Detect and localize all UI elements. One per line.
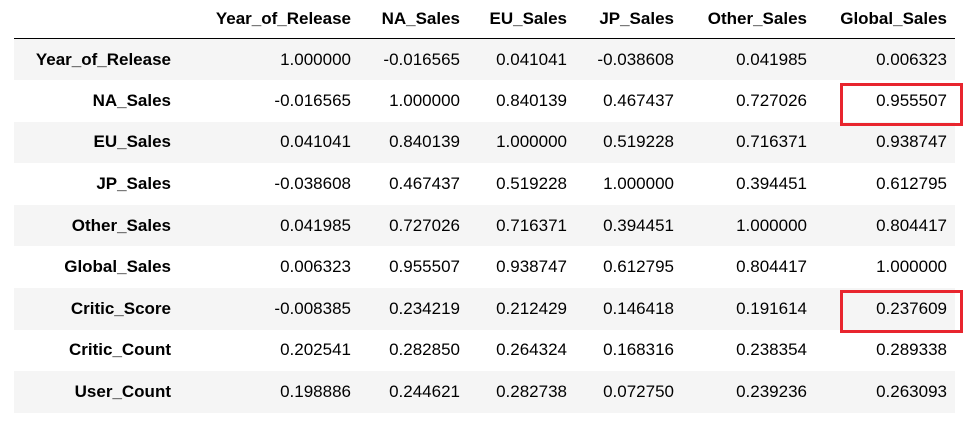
row-label: Critic_Score [70,298,171,318]
table-cell: 0.519228 [603,132,674,152]
table-cell: 0.727026 [736,90,807,110]
table-row: User_Count 0.198886 0.244621 0.282738 0.… [14,371,955,413]
table-cell: -0.016565 [383,49,460,69]
table-cell: 0.955507 [389,257,460,277]
correlation-table: Year_of_Release NA_Sales EU_Sales JP_Sal… [14,0,955,413]
table-row: JP_Sales -0.038608 0.467437 0.519228 1.0… [14,163,955,205]
table-row: Global_Sales 0.006323 0.955507 0.938747 … [14,246,955,289]
table-cell: 0.394451 [736,174,807,194]
table-cell: 0.282738 [496,382,567,402]
table-cell: 0.840139 [389,132,460,152]
table-cell: 0.467437 [389,174,460,194]
table-cell: 0.238354 [736,340,807,360]
table-cell: 1.000000 [280,49,351,69]
table-cell: 0.804417 [876,215,947,235]
table-cell: 0.212429 [496,298,567,318]
table-cell: 0.840139 [496,90,567,110]
table-cell: -0.008385 [274,298,351,318]
table-cell: 0.041985 [736,49,807,69]
table-cell: 0.006323 [876,49,947,69]
table-cell: 0.938747 [496,257,567,277]
row-label: EU_Sales [93,132,172,152]
table-cell: 0.041041 [496,49,567,69]
table-cell: 0.041985 [280,215,351,235]
row-label: JP_Sales [96,174,171,194]
row-label: Other_Sales [71,215,171,235]
table-cell: 0.727026 [389,215,460,235]
table-cell: 1.000000 [603,174,674,194]
table-cell: 1.000000 [736,215,807,235]
column-header: JP_Sales [575,0,682,39]
table-cell: 0.716371 [736,132,807,152]
table-cell: 0.955507 [876,90,947,110]
table-cell: 0.239236 [736,382,807,402]
row-label: Critic_Count [69,340,171,360]
table-cell: 0.804417 [736,257,807,277]
index-header [14,0,179,39]
table-cell: 0.394451 [603,215,674,235]
table-cell: 0.612795 [876,174,947,194]
column-header: EU_Sales [468,0,575,39]
table-cell: 0.612795 [603,257,674,277]
table-cell: 0.716371 [496,215,567,235]
table-row: Critic_Count 0.202541 0.282850 0.264324 … [14,329,955,372]
row-label: Global_Sales [64,257,171,277]
table-cell: 0.244621 [389,382,460,402]
table-cell: 0.006323 [280,257,351,277]
table-row: NA_Sales -0.016565 1.000000 0.840139 0.4… [14,80,955,122]
table-row: Year_of_Release 1.000000 -0.016565 0.041… [14,38,955,81]
table-cell: 0.041041 [280,132,351,152]
table-cell: 0.146418 [603,298,674,318]
table-cell: 0.234219 [389,298,460,318]
row-label: NA_Sales [92,90,171,110]
row-label: User_Count [74,382,171,402]
table-cell: 0.191614 [736,298,807,318]
table-cell: -0.016565 [274,90,351,110]
table-row: EU_Sales 0.041041 0.840139 1.000000 0.51… [14,121,955,164]
table-cell: 0.519228 [496,174,567,194]
table-body: Year_of_Release 1.000000 -0.016565 0.041… [14,38,955,413]
table-cell: 0.168316 [603,340,674,360]
column-header: NA_Sales [359,0,468,39]
table-cell: 0.263093 [876,382,947,402]
column-header: Year_of_Release [179,0,359,39]
table-cell: 0.264324 [496,340,567,360]
table-cell: 0.072750 [603,382,674,402]
table-row: Critic_Score -0.008385 0.234219 0.212429… [14,288,955,330]
row-label: Year_of_Release [35,49,171,69]
table-cell: 0.237609 [876,298,947,318]
table-row: Other_Sales 0.041985 0.727026 0.716371 0… [14,204,955,247]
table-header: Year_of_Release NA_Sales EU_Sales JP_Sal… [14,0,955,39]
table-cell: 0.467437 [603,90,674,110]
table-cell: 0.282850 [389,340,460,360]
table-cell: 1.000000 [876,257,947,277]
column-header: Other_Sales [682,0,815,39]
table-cell: 0.198886 [280,382,351,402]
column-header: Global_Sales [815,0,955,39]
header-row: Year_of_Release NA_Sales EU_Sales JP_Sal… [14,0,955,39]
table-cell: 0.202541 [280,340,351,360]
table-cell: 0.938747 [876,132,947,152]
table-cell: -0.038608 [597,49,674,69]
table-cell: 0.289338 [876,340,947,360]
table-cell: 1.000000 [389,90,460,110]
table-cell: -0.038608 [274,174,351,194]
table-cell: 1.000000 [496,132,567,152]
